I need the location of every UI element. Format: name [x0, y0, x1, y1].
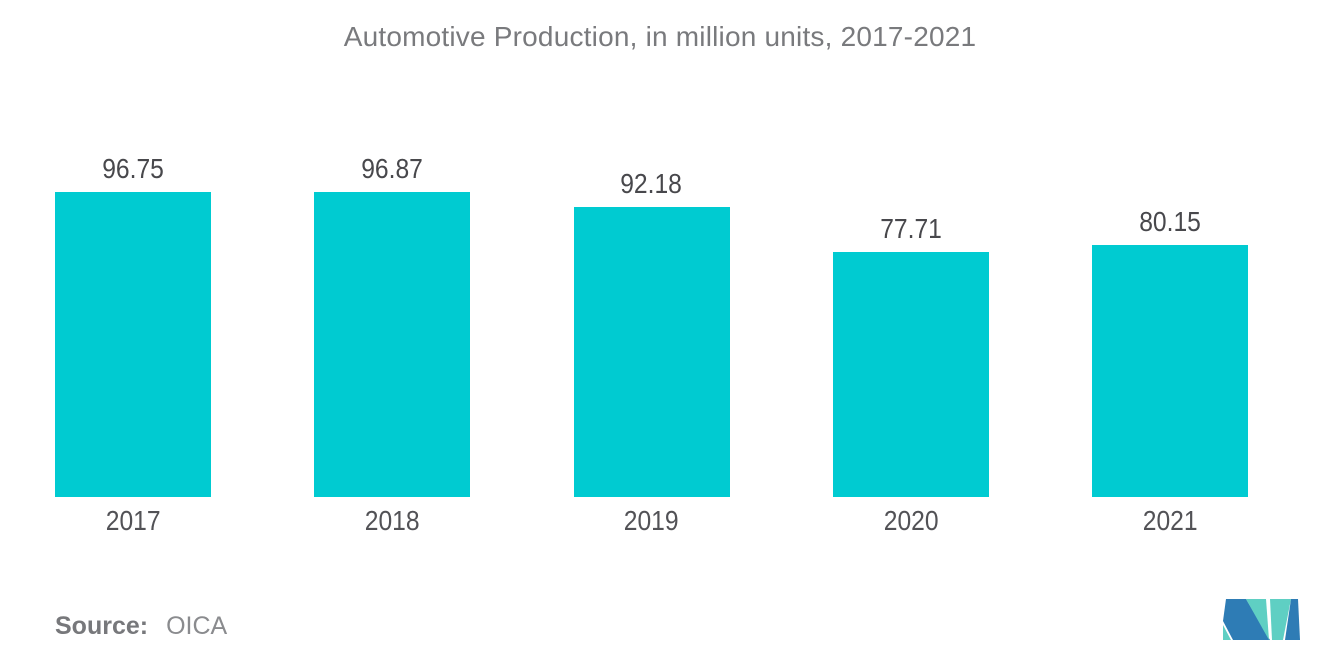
bar: [573, 206, 730, 497]
x-axis-label: 2020: [883, 505, 939, 536]
bar-group: 80.15: [1092, 140, 1248, 497]
bar-group: 96.87: [314, 140, 471, 497]
logo-right-teal-band: [1270, 599, 1291, 640]
x-axis-row: 2017 2018 2019 2020 2021: [0, 504, 1320, 538]
x-axis-label: 2018: [364, 505, 420, 536]
bar: [1092, 244, 1248, 497]
source-line: Source: OICA: [55, 611, 227, 641]
bar: [832, 252, 989, 497]
chart-title: Automotive Production, in million units,…: [343, 21, 977, 52]
bar-value-label: 92.18: [620, 167, 683, 199]
bar-group: 96.75: [55, 140, 211, 497]
mordor-intelligence-logo: [1223, 599, 1300, 640]
x-axis-label: 2021: [1142, 505, 1198, 536]
source-label: Source:: [55, 612, 149, 640]
logo-right-leg: [1285, 599, 1300, 640]
logo-middle-triangle: [1246, 599, 1269, 640]
bar: [55, 192, 211, 497]
logo-bottom-left-sliver: [1223, 625, 1231, 640]
bar-value-label: 96.75: [102, 153, 164, 185]
bar-value-label: 96.87: [361, 153, 424, 184]
x-axis-label: 2017: [105, 505, 161, 536]
bar-value-label: 77.71: [879, 213, 942, 245]
bar: [314, 192, 471, 497]
bar-group: 77.71: [832, 140, 989, 497]
bar-group: 92.18: [573, 140, 730, 497]
bar-value-label: 80.15: [1139, 205, 1201, 237]
source-value: OICA: [166, 612, 228, 640]
bars-row: 96.75 96.87 92.18 77.71 80.15: [0, 140, 1320, 497]
logo-left-band: [1223, 599, 1270, 640]
x-axis-label: 2019: [624, 505, 679, 536]
